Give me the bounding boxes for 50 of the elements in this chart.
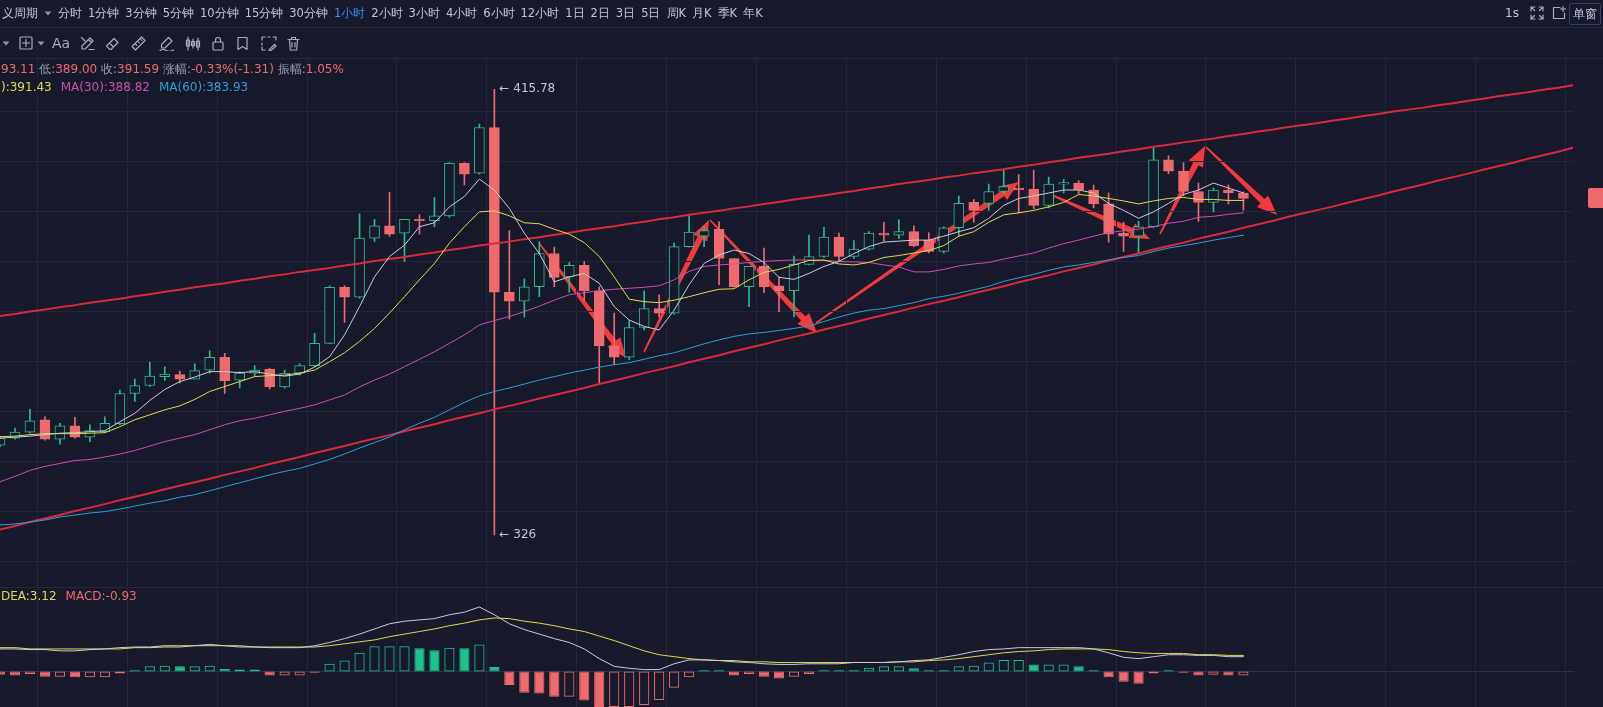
- text: 5分钟: [162, 6, 194, 21]
- bar: [549, 671, 560, 697]
- bar: [429, 650, 440, 672]
- text: 10分钟: [199, 6, 239, 21]
- annotation: ← 415.78: [499, 81, 556, 96]
- bar: [489, 667, 500, 672]
- text: 月K: [692, 6, 712, 21]
- bar: [758, 671, 770, 677]
- text: 1日: [565, 6, 585, 21]
- bar: [459, 648, 470, 672]
- bar: [1073, 666, 1084, 672]
- bar: [174, 666, 185, 672]
- text: 3小时: [408, 6, 440, 21]
- text: 93.11 低:389.00 收:391.59 涨幅:-0.33%(-1.31) 振幅:1.05%: [1, 62, 344, 76]
- text: 义周期: [2, 6, 38, 21]
- text: 2日: [590, 6, 610, 21]
- bar: [39, 671, 51, 677]
- text: 分时: [58, 6, 82, 21]
- text: ):391.43: [1, 80, 52, 94]
- candlestick: [159, 366, 171, 381]
- text: Aa: [52, 34, 71, 53]
- text: 年K: [743, 6, 763, 21]
- bar: [414, 648, 425, 672]
- text: 12小时: [520, 6, 560, 21]
- bar: [519, 671, 530, 693]
- text: MACD:-0.93: [65, 589, 137, 603]
- text: MA(60):383.93: [158, 80, 249, 94]
- annotation: ← 326: [499, 527, 537, 542]
- text: 周K: [666, 6, 687, 21]
- text: DEA:3.12: [1, 589, 57, 603]
- text: MA(30):388.82: [60, 80, 150, 94]
- text: 30分钟: [289, 6, 328, 21]
- text: 3日: [615, 6, 636, 21]
- text: 季K: [717, 6, 738, 21]
- bar: [534, 671, 545, 694]
- text: 2小时: [371, 6, 403, 21]
- candlestick: [773, 276, 785, 312]
- bar: [594, 671, 605, 707]
- text: 4小时: [445, 6, 478, 21]
- candlestick: [998, 169, 1010, 194]
- text: 5日: [641, 6, 661, 21]
- bar: [579, 671, 590, 701]
- text: 1小时: [333, 6, 366, 21]
- candlestick: [878, 221, 890, 242]
- text: 6小时: [483, 6, 515, 21]
- text: 1分钟: [88, 6, 120, 21]
- text: 1s: [1505, 5, 1519, 22]
- text: 3分钟: [125, 6, 157, 21]
- text: 单窗: [1569, 3, 1601, 25]
- text: 15分钟: [244, 6, 284, 21]
